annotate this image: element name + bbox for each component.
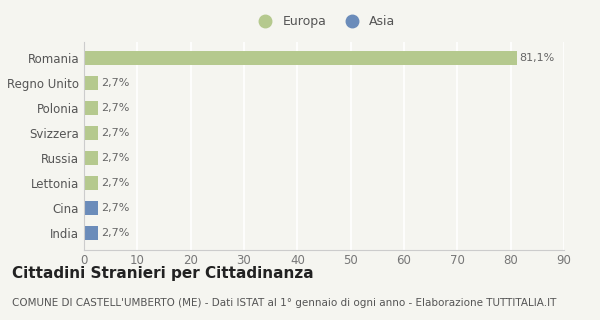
Bar bbox=[84, 176, 98, 190]
Text: 2,7%: 2,7% bbox=[101, 203, 130, 213]
Legend: Europa, Asia: Europa, Asia bbox=[248, 11, 400, 33]
Text: 2,7%: 2,7% bbox=[101, 178, 130, 188]
Text: 81,1%: 81,1% bbox=[520, 53, 555, 63]
Text: 2,7%: 2,7% bbox=[101, 128, 130, 138]
Bar bbox=[84, 151, 98, 165]
Bar bbox=[84, 76, 98, 90]
Bar bbox=[84, 201, 98, 215]
Text: 2,7%: 2,7% bbox=[101, 228, 130, 238]
Text: 2,7%: 2,7% bbox=[101, 103, 130, 113]
Text: 2,7%: 2,7% bbox=[101, 153, 130, 163]
Text: Cittadini Stranieri per Cittadinanza: Cittadini Stranieri per Cittadinanza bbox=[12, 266, 314, 281]
Text: COMUNE DI CASTELL'UMBERTO (ME) - Dati ISTAT al 1° gennaio di ogni anno - Elabora: COMUNE DI CASTELL'UMBERTO (ME) - Dati IS… bbox=[12, 298, 556, 308]
Bar bbox=[84, 51, 517, 65]
Bar bbox=[84, 126, 98, 140]
Text: 2,7%: 2,7% bbox=[101, 78, 130, 88]
Bar bbox=[84, 226, 98, 240]
Bar bbox=[84, 101, 98, 115]
